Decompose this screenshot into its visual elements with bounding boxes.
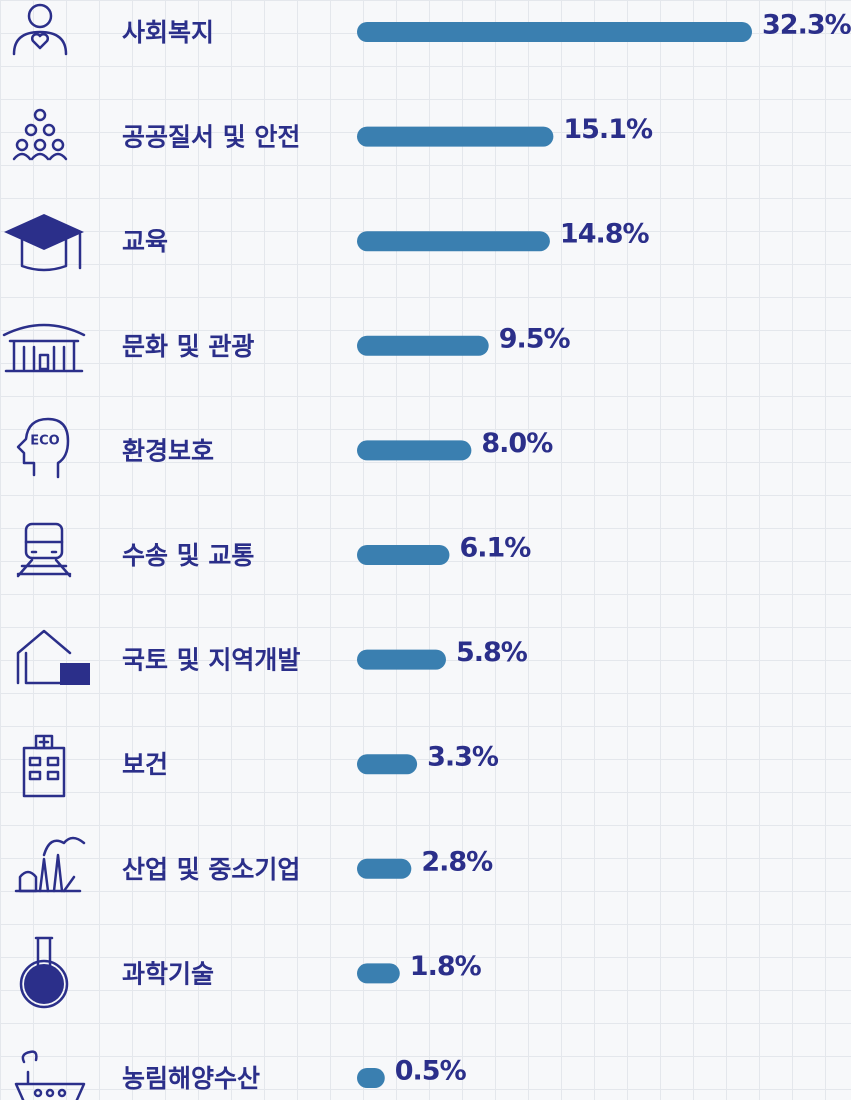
bar	[357, 754, 418, 775]
bar	[357, 858, 412, 879]
category-label: 국토 및 지역개발	[122, 646, 300, 675]
value-label: 1.8%	[410, 951, 482, 982]
icon-land	[16, 629, 90, 685]
bar	[357, 126, 554, 147]
icon-safety	[12, 108, 68, 161]
value-label: 0.5%	[395, 1056, 467, 1087]
bar	[357, 440, 472, 461]
icon-welfare	[12, 3, 68, 56]
category-label: 수송 및 교통	[122, 541, 254, 570]
category-label: 문화 및 관광	[122, 332, 254, 361]
bar	[357, 231, 550, 252]
value-label: 3.3%	[427, 742, 499, 773]
icon-education	[4, 214, 84, 272]
bar	[357, 649, 446, 670]
icons: ECO	[2, 3, 90, 1100]
category-label: 농림해양수산	[122, 1064, 260, 1093]
icon-culture	[2, 323, 86, 373]
category-label: 환경보호	[122, 436, 214, 465]
value-label: 14.8%	[560, 219, 650, 250]
icon-agriculture	[14, 1050, 86, 1100]
icon-industry	[14, 836, 86, 893]
category-label: 교육	[122, 227, 168, 256]
icon-text: ECO	[30, 434, 59, 449]
bar	[357, 22, 752, 42]
category-label: 산업 및 중소기업	[122, 855, 300, 884]
value-label: 5.8%	[456, 637, 528, 668]
bar	[357, 545, 450, 565]
value-label: 32.3%	[762, 10, 851, 41]
icon-health	[22, 734, 66, 798]
value-label: 2.8%	[421, 846, 493, 877]
icon-science	[19, 936, 69, 1009]
category-label: 공공질서 및 안전	[122, 123, 300, 152]
value-label: 6.1%	[459, 533, 531, 564]
category-label: 과학기술	[122, 959, 214, 988]
icon-transport	[16, 522, 72, 578]
value-label: 15.1%	[563, 114, 653, 145]
icon-eco: ECO	[16, 417, 70, 479]
bar	[357, 335, 489, 356]
value-label: 8.0%	[481, 428, 553, 459]
category-label: 보건	[122, 750, 168, 779]
bar	[357, 963, 400, 984]
category-label: 사회복지	[122, 18, 214, 47]
value-label: 9.5%	[499, 323, 571, 354]
bar	[357, 1068, 385, 1088]
